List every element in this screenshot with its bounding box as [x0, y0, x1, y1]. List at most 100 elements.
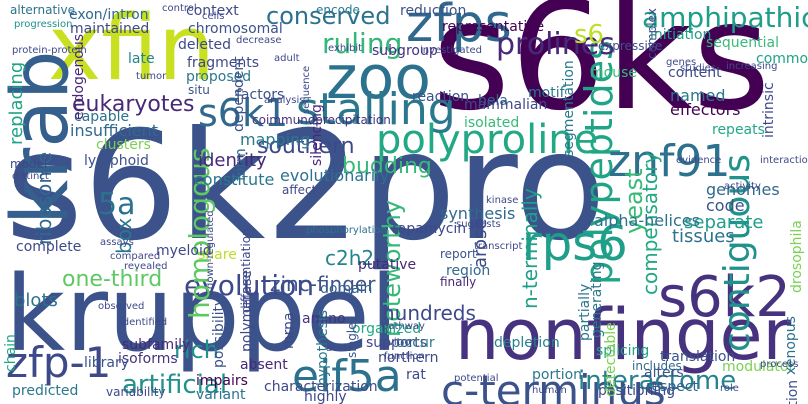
word-pathway: pathway: [382, 321, 425, 332]
word-coimmunoprecipitation: coimmunoprecipitation: [252, 113, 391, 127]
word-cells: cells: [202, 11, 225, 22]
word-representative: representative: [442, 19, 545, 35]
word-factors: factors: [236, 87, 285, 103]
word-finally: finally: [440, 275, 477, 289]
word-stalling: stalling: [296, 84, 456, 135]
word-modulator: modulator: [722, 359, 795, 375]
word-interactions: interactions: [760, 155, 808, 166]
word-code: code: [706, 196, 745, 215]
word-late: late: [128, 51, 155, 67]
word-revealed: revealed: [124, 261, 168, 272]
word-occur: occur: [396, 335, 435, 351]
word-library: library: [84, 355, 130, 371]
word-replacing: replacing: [6, 61, 27, 145]
word-polyproline: polyproline: [376, 117, 599, 163]
word-insufficient: insufficient: [70, 121, 159, 140]
word-alters: alters: [644, 365, 684, 381]
word-genomes: genomes: [706, 180, 780, 199]
word-acids: acids: [326, 343, 352, 354]
word-transcript: transcript: [474, 241, 523, 252]
word-region: region: [446, 263, 491, 279]
word-possibility: possibility: [211, 297, 227, 368]
word-subgroup: subgroup: [372, 43, 438, 59]
word-xfin: xfin: [48, 0, 215, 101]
word-rps6: rps6: [522, 216, 628, 272]
word-isolated: isolated: [464, 115, 520, 131]
word-common: common: [756, 51, 808, 67]
word-observed: observed: [98, 301, 145, 312]
word-includes: includes: [632, 359, 682, 373]
word-isoforms: isoforms: [118, 351, 178, 367]
word-role: role: [720, 383, 739, 394]
word-encode: encode: [316, 3, 360, 17]
word-prolines: prolines: [496, 27, 615, 62]
word-s6k2: s6k2: [658, 265, 791, 330]
word-initiation: initiation: [650, 27, 712, 43]
word-drosophila: drosophila: [789, 220, 805, 293]
word-fragments: fragments: [187, 55, 260, 71]
word-control: control: [162, 3, 197, 14]
word-zoo: zoo: [326, 43, 431, 113]
word-n-terminally: n-terminally: [518, 188, 542, 309]
word-exhibit: exhibit: [328, 43, 363, 54]
word-activity: activity: [724, 181, 761, 192]
word-interactome: interactome: [578, 366, 737, 396]
word-s6: s6: [574, 20, 605, 50]
word-kinase: kinase: [486, 195, 519, 206]
word-complete: complete: [16, 239, 82, 255]
word-alternative: alternative: [10, 3, 75, 17]
word-effectors: effectors: [670, 100, 741, 119]
word-organized: organized: [352, 321, 422, 337]
word-c-terminus: c-terminus: [441, 366, 666, 404]
word-proposed: proposed: [186, 69, 252, 85]
word-5a: 5a: [98, 187, 136, 222]
word-identity: identity: [198, 150, 267, 171]
word-separate: separate: [684, 212, 764, 233]
word-segmentation: segmentation: [561, 60, 577, 157]
word-suggests: suggests: [456, 219, 501, 230]
word-amino: amino: [302, 311, 346, 327]
word-characterization: characterization: [264, 379, 378, 395]
word-distinct: distinct: [12, 171, 49, 182]
word-blots: blots: [14, 290, 58, 311]
word-ruling: ruling: [322, 27, 403, 60]
word-identified: identified: [120, 317, 168, 328]
word-down-regulated: down-regulated: [205, 210, 216, 289]
word-reduction: reduction: [400, 3, 467, 19]
word-southern: southern: [257, 134, 355, 159]
word-depletion: depletion: [494, 335, 560, 351]
word-content: content: [668, 65, 722, 81]
word-mouse: mouse: [590, 65, 637, 81]
word-artificial: artificial: [122, 370, 228, 400]
word-splicing: splicing: [596, 343, 650, 359]
word-nonfinger: nonfinger: [455, 294, 792, 376]
word-process: process: [760, 359, 799, 370]
word-sequential: sequential: [706, 35, 780, 51]
word-rich: rich: [174, 336, 219, 364]
word-portion: portion: [532, 367, 583, 383]
word-adult: adult: [274, 53, 300, 64]
word-sequence: sequence: [301, 65, 312, 114]
word-alpha-helices: alpha-helices: [594, 211, 700, 230]
word-compared: compared: [110, 251, 161, 262]
word-expressive: expressive: [598, 39, 663, 53]
word-impairs: impairs: [196, 373, 248, 389]
word-investigated: investigated: [420, 45, 482, 56]
word-positioning: positioning: [598, 383, 676, 399]
word-capable: capable: [74, 109, 130, 125]
word-phosphorylation: phosphorylation: [306, 225, 387, 236]
word-share: share: [198, 247, 237, 263]
word-differentiation: differentiation: [239, 228, 253, 313]
word-znf91: znf91: [608, 136, 731, 187]
word-mapping: mapping: [240, 130, 311, 149]
word-rat: rat: [406, 367, 426, 383]
word-one-third: one-third: [62, 267, 163, 292]
word-human: human: [532, 385, 567, 396]
word-evolutionarily: evolutionarily: [280, 166, 390, 185]
word-domain: domain: [320, 281, 373, 297]
word-mrna: mrna: [281, 312, 297, 349]
word-zfps: zfps: [406, 0, 512, 54]
word-context: context: [186, 3, 239, 19]
word-tissues: tissues: [672, 226, 735, 247]
